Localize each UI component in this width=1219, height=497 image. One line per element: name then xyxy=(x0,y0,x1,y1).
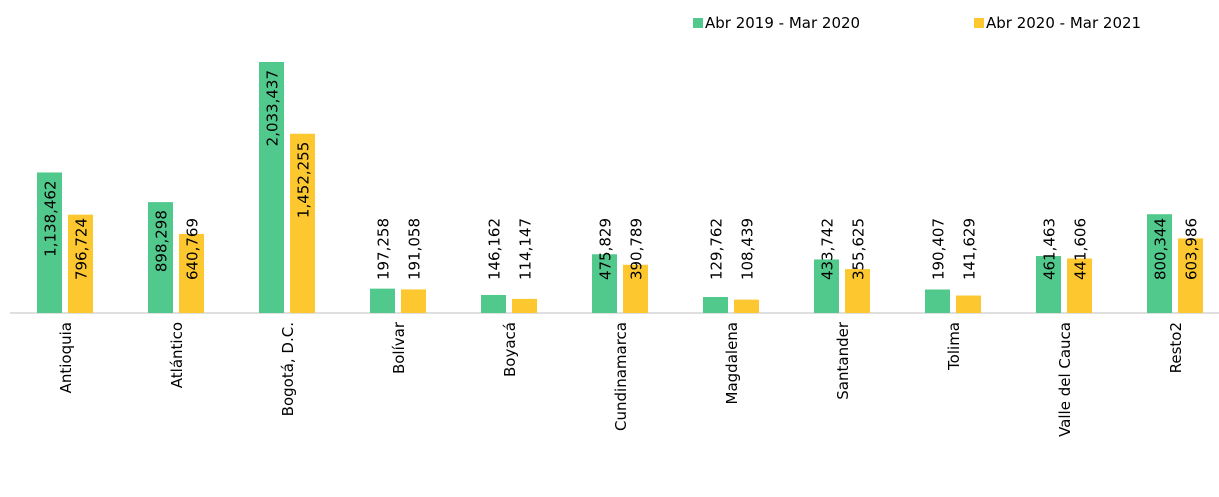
data-label: 146,162 xyxy=(486,218,504,280)
x-tick-label: Santander xyxy=(834,321,852,400)
bar xyxy=(37,172,62,313)
data-label: 108,439 xyxy=(739,218,757,280)
data-label: 129,762 xyxy=(708,218,726,280)
data-label: 461,463 xyxy=(1041,218,1059,280)
bar xyxy=(925,289,950,313)
data-label: 1,452,255 xyxy=(295,142,313,218)
x-tick-label: Bogotá, D.C. xyxy=(279,322,297,416)
x-tick-label: Bolívar xyxy=(390,321,408,374)
legend-swatch xyxy=(693,18,703,28)
data-label: 1,138,462 xyxy=(42,180,60,256)
bar xyxy=(401,289,426,313)
bar xyxy=(1147,214,1172,313)
data-label: 898,298 xyxy=(153,210,171,272)
bar xyxy=(68,214,93,313)
bar xyxy=(1067,258,1092,313)
bar xyxy=(956,295,981,313)
x-tick-label: Tolima xyxy=(945,322,963,371)
x-tick-label: Antioquia xyxy=(57,322,75,393)
legend-label: Abr 2019 - Mar 2020 xyxy=(705,14,860,32)
bar xyxy=(259,62,284,313)
bar xyxy=(1178,238,1203,313)
x-tick-label: Magdalena xyxy=(723,322,741,404)
legend-swatch xyxy=(974,18,984,28)
bar xyxy=(734,299,759,313)
data-label: 441,606 xyxy=(1072,218,1090,280)
bar xyxy=(1036,256,1061,313)
data-label: 191,058 xyxy=(406,218,424,280)
data-label: 603,986 xyxy=(1183,218,1201,280)
data-label: 141,629 xyxy=(961,218,979,280)
data-label: 114,147 xyxy=(517,218,535,280)
data-label: 190,407 xyxy=(930,218,948,280)
bar xyxy=(179,233,204,313)
data-label: 640,769 xyxy=(184,218,202,280)
bar xyxy=(814,259,839,313)
data-label: 475,829 xyxy=(597,218,615,280)
bar xyxy=(592,254,617,313)
bar xyxy=(148,202,173,313)
bar xyxy=(290,133,315,313)
legend-label: Abr 2020 - Mar 2021 xyxy=(986,14,1141,32)
data-label: 433,742 xyxy=(819,218,837,280)
x-tick-label: Resto2 xyxy=(1167,322,1185,373)
data-label: 800,344 xyxy=(1152,218,1170,280)
data-label: 390,789 xyxy=(628,218,646,280)
bar xyxy=(623,264,648,313)
bar xyxy=(370,288,395,313)
x-tick-label: Atlántico xyxy=(168,322,186,388)
bar xyxy=(845,269,870,313)
data-label: 355,625 xyxy=(850,218,868,280)
data-label: 796,724 xyxy=(73,218,91,280)
bar xyxy=(512,298,537,313)
x-tick-label: Cundinamarca xyxy=(612,322,630,431)
data-label: 197,258 xyxy=(375,218,393,280)
x-tick-label: Boyacá xyxy=(501,322,519,377)
bar xyxy=(481,294,506,313)
x-tick-label: Valle del Cauca xyxy=(1056,322,1074,437)
data-label: 2,033,437 xyxy=(264,70,282,146)
bar xyxy=(703,296,728,313)
